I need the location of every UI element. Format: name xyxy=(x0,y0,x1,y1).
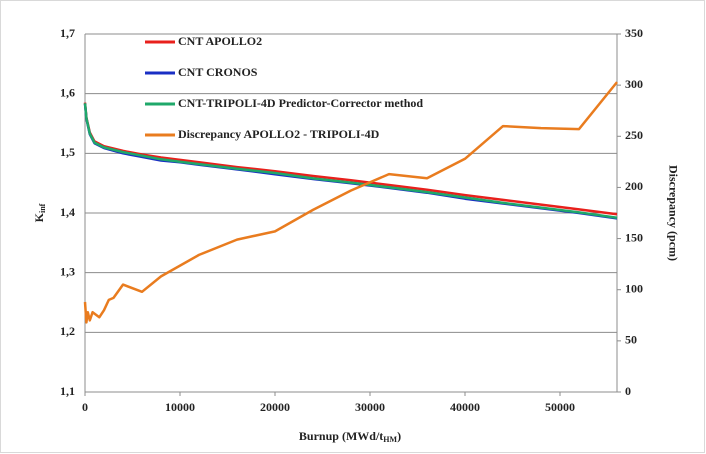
y-tick-label: 1,3 xyxy=(60,264,75,278)
y2-tick-label: 250 xyxy=(625,128,643,142)
y-tick-label: 1,2 xyxy=(60,324,75,338)
x-tick-label: 50000 xyxy=(545,400,575,414)
y-label-sub: inf xyxy=(38,203,47,213)
y-axis-label: Kinf xyxy=(32,203,47,222)
y2-axis-label: Discrepancy (pcm) xyxy=(666,165,680,261)
y2-tick-label: 200 xyxy=(625,179,643,193)
y2-tick-label: 350 xyxy=(625,26,643,40)
x-label-sub: HM xyxy=(383,435,397,444)
y2-tick-label: 50 xyxy=(625,333,637,347)
legend-label: CNT APOLLO2 xyxy=(178,34,262,48)
y-label-main: K xyxy=(32,212,46,222)
x-axis-label: Burnup (MWd/tHM) xyxy=(299,429,401,444)
x-tick-label: 10000 xyxy=(165,400,195,414)
y-tick-label: 1,4 xyxy=(60,205,75,219)
x-tick-label: 30000 xyxy=(355,400,385,414)
x-label-end: ) xyxy=(397,429,401,443)
legend-label: CNT-TRIPOLI-4D Predictor-Corrector metho… xyxy=(178,96,423,110)
series-line xyxy=(83,103,618,220)
x-tick-label: 0 xyxy=(82,400,88,414)
legend-label: Discrepancy APOLLO2 - TRIPOLI-4D xyxy=(178,127,380,141)
y-tick-label: 1,5 xyxy=(60,145,75,159)
y2-tick-label: 150 xyxy=(625,230,643,244)
x-tick-label: 20000 xyxy=(260,400,290,414)
y-tick-label: 1,1 xyxy=(60,384,75,398)
y2-tick-label: 0 xyxy=(625,384,631,398)
series-line xyxy=(83,81,618,324)
y-tick-label: 1,6 xyxy=(60,85,75,99)
y2-tick-label: 300 xyxy=(625,77,643,91)
y-tick-label: 1,7 xyxy=(60,26,75,40)
x-label-main: Burnup (MWd/t xyxy=(299,429,383,443)
y2-tick-label: 100 xyxy=(625,281,643,295)
x-tick-label: 40000 xyxy=(450,400,480,414)
legend-label: CNT CRONOS xyxy=(178,65,258,79)
